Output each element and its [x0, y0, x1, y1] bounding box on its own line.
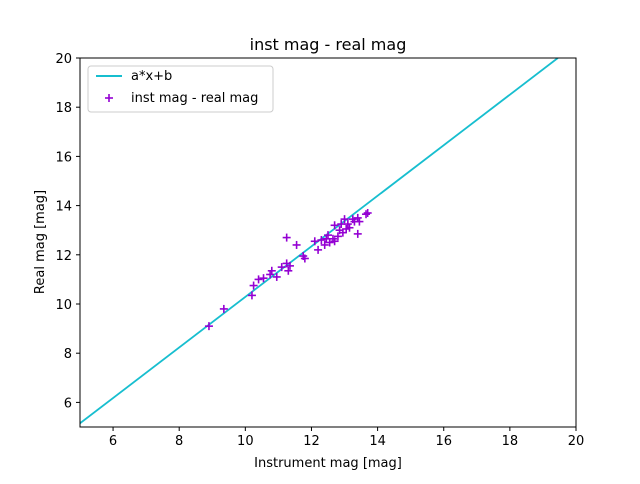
- data-point: [259, 274, 268, 283]
- x-axis: 6 8 10 12 14 16 18 20: [109, 427, 584, 449]
- data-point: [355, 217, 364, 226]
- data-point: [324, 231, 332, 240]
- data-point: [330, 221, 339, 230]
- x-tick-label: 18: [502, 434, 519, 449]
- data-point: [314, 245, 323, 254]
- x-tick-label: 10: [237, 434, 254, 449]
- y-tick-label: 6: [64, 396, 72, 411]
- chart-title: inst mag - real mag: [250, 35, 407, 54]
- data-point: [247, 291, 256, 300]
- data-point: [272, 272, 281, 281]
- y-tick-label: 12: [55, 249, 72, 264]
- data-point: [340, 215, 349, 224]
- x-tick-label: 20: [568, 434, 585, 449]
- legend-fit-label: a*x+b: [131, 69, 172, 84]
- x-tick-label: 8: [175, 434, 183, 449]
- data-point: [333, 232, 342, 241]
- data-point: [363, 208, 372, 217]
- data-point: [282, 233, 291, 242]
- data-point: [353, 229, 362, 238]
- legend-box: [87, 65, 274, 113]
- data-point: [300, 254, 309, 263]
- data-point: [343, 220, 352, 229]
- x-tick-label: 6: [109, 434, 117, 449]
- data-point: [277, 263, 286, 272]
- x-axis-label: Instrument mag [mag]: [254, 456, 402, 471]
- y-tick-label: 20: [55, 52, 72, 67]
- data-point: [310, 237, 319, 246]
- y-tick-label: 16: [55, 150, 72, 165]
- x-tick-label: 14: [369, 434, 386, 449]
- data-point: [249, 281, 258, 290]
- data-point: [267, 266, 276, 275]
- data-point: [285, 261, 294, 270]
- y-tick-label: 8: [64, 347, 72, 362]
- y-tick-label: 18: [55, 101, 72, 116]
- data-point: [266, 270, 275, 279]
- x-tick-label: 12: [303, 434, 320, 449]
- plot-area: [79, 57, 577, 428]
- y-tick-label: 10: [55, 298, 72, 313]
- legend: a*x+b inst mag - real mag: [87, 65, 274, 113]
- data-point: [362, 210, 371, 219]
- data-point: [254, 275, 263, 284]
- y-axis-label: Real mag [mag]: [33, 190, 48, 294]
- data-point: [292, 240, 301, 249]
- y-axis: 6 8 10 12 14 16 18 20: [55, 52, 80, 411]
- legend-plus-marker: [105, 94, 113, 102]
- y-tick-label: 14: [55, 200, 72, 215]
- data-point: [330, 237, 339, 246]
- data-point: [353, 213, 362, 222]
- data-point: [317, 236, 326, 245]
- data-point: [219, 304, 228, 313]
- data-point: [204, 322, 213, 331]
- legend-series-label: inst mag - real mag: [131, 91, 258, 106]
- x-tick-label: 16: [435, 434, 452, 449]
- data-point: [345, 223, 354, 232]
- plot-frame: [79, 57, 577, 428]
- data-point: [320, 240, 329, 249]
- data-point: [284, 266, 293, 275]
